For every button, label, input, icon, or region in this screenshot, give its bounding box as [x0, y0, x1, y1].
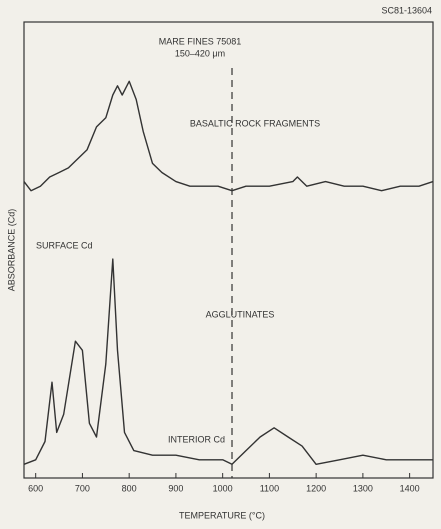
annotation: BASALTIC ROCK FRAGMENTS [190, 118, 320, 128]
x-tick-label: 800 [122, 483, 137, 493]
trace [23, 80, 434, 192]
x-tick-label: 1000 [213, 483, 233, 493]
trace [23, 258, 433, 465]
chart-subtitle: 150–420 μm [175, 48, 225, 58]
plot-frame [23, 21, 434, 479]
y-axis-label: ABSORBANCE (Cd) [6, 209, 16, 292]
x-tick-label: 600 [28, 483, 43, 493]
x-tick-label: 900 [168, 483, 183, 493]
x-tick-label: 700 [75, 483, 90, 493]
annotation: SURFACE Cd [36, 240, 93, 250]
chart-title: MARE FINES 75081 [159, 36, 242, 46]
x-tick-label: 1200 [306, 483, 326, 493]
x-tick-label: 1400 [400, 483, 420, 493]
figure-code: SC81-13604 [381, 5, 432, 15]
annotation: AGGLUTINATES [206, 309, 275, 319]
x-tick-label: 1300 [353, 483, 373, 493]
annotation: INTERIOR Cd [168, 434, 225, 444]
x-axis-label: TEMPERATURE (°C) [179, 510, 265, 520]
x-tick-label: 1100 [260, 483, 279, 493]
